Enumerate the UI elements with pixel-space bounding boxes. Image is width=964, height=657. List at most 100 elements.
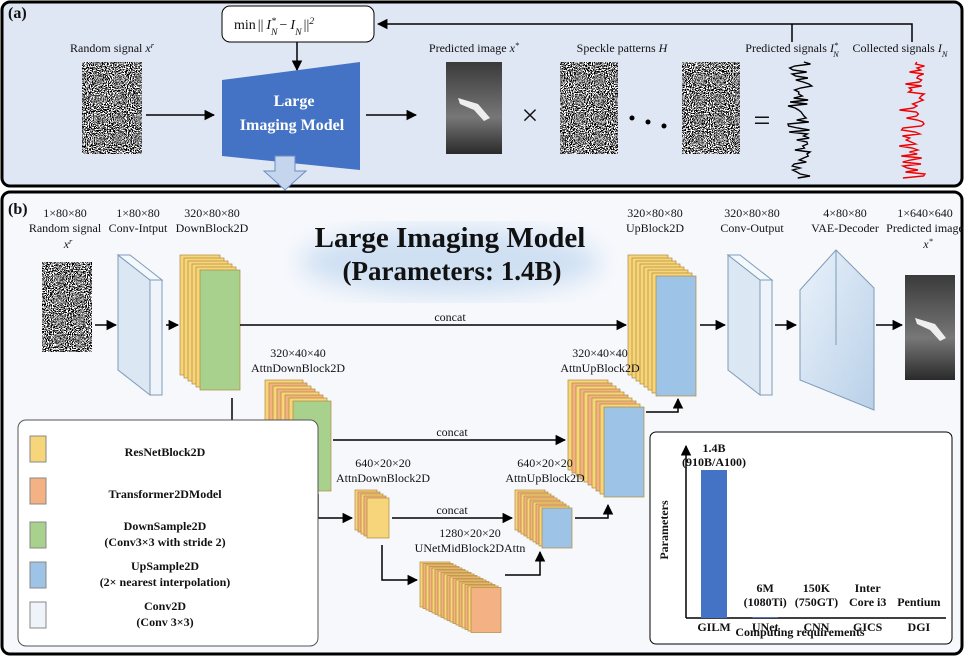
y-axis-label: Parameters [657,500,671,560]
math-var: I [937,41,943,55]
value-label: 150K [803,581,831,595]
hardware-label: Core i3 [849,595,886,609]
block-name: Predicted image [886,221,964,235]
model-label: Large [274,93,315,110]
bar [701,470,727,618]
text-part: * [834,41,839,50]
block-name: VAE-Decoder [811,221,879,235]
collected-signals-label: Collected signals IN [853,41,948,59]
vae-decoder [799,249,875,411]
predicted-signals-label: Predicted signals I* N [745,41,839,59]
legend-swatch [29,561,47,589]
legend-detail: (Conv 3×3) [136,615,193,629]
block-var: x* [922,237,933,252]
legend-name: DownSample2D [124,519,207,533]
model-label: Imaging Model [240,117,345,134]
block-name: AttnUpBlock2D [560,361,640,375]
category-label: CNN [803,620,829,634]
text-part: min [234,18,256,33]
block-size: 1×640×640 [897,206,953,220]
layer-plate [603,406,645,498]
text-part: Collected signals [853,41,936,55]
block-name: Random signal [29,221,102,235]
math-var: I [829,41,835,55]
math-var: x [63,237,70,251]
hardware-label: (750GT) [795,595,838,609]
predicted-signal [787,61,814,179]
speckle-label: Speckle patterns H [577,41,669,55]
legend: ResNetBlock2D Transformer2DModel DownSampl… [29,435,231,629]
legend-box [17,419,319,647]
text-part: * [271,16,276,27]
math-var: H [658,41,669,55]
title-glow [300,228,600,296]
text-part: Predicted image [429,41,507,55]
collected-signal [899,61,927,179]
block-name: UpBlock2D [626,221,684,235]
text-part: || [304,18,310,33]
arrow [646,397,684,413]
text-part: * [515,41,520,50]
inset-chart: Parameters Computing requirements GILM 1.4B… [657,441,946,639]
panel-label: (a) [8,5,27,22]
layer-plate [470,587,502,633]
text-part: Random signal [70,41,143,55]
block-name: Conv-Output [720,221,784,235]
math-var: x [144,41,151,55]
text-part: N [832,50,839,59]
block-size: 1×80×80 [116,206,160,220]
block-size: 320×40×40 [572,346,628,360]
block-size: 320×80×80 [184,206,240,220]
arrow [381,545,419,586]
panel-label: (b) [8,201,28,218]
loss-box [221,5,375,43]
noise-image [682,62,740,154]
value-label: 6M [757,581,774,595]
legend-detail: (Conv3×3 with stride 2) [104,535,225,549]
concat-label: concat [436,425,468,439]
block-name: AttnDownBlock2D [251,361,345,375]
block-size: 4×80×80 [823,206,867,220]
block-name: UNetMidBlock2DAttn [415,541,526,555]
feedback-arrow [376,18,913,42]
text-part: r [69,237,73,246]
block-size: 640×20×20 [517,456,573,470]
legend-name: UpSample2D [131,559,199,573]
legend-swatch [29,477,47,505]
hardware-label: Inter [855,581,882,595]
block-size: 640×20×20 [355,456,411,470]
math-var: I [265,18,272,33]
subtitle: (Parameters: 1.4B) [343,256,562,286]
layer-plate [541,507,573,549]
dot [645,119,651,125]
conv-front [149,279,163,396]
legend-name: Conv2D [144,599,186,613]
category-label: UNet [752,620,779,634]
arrow [575,503,614,519]
layer-plate [199,269,241,391]
block-size: 320×80×80 [627,206,683,220]
noise-image [560,62,618,154]
legend-swatch [29,521,47,549]
legend-swatch [29,601,47,629]
math-var: I [289,18,296,33]
block-name: Conv-Intput [109,221,168,235]
hardware-label: (1080Ti) [744,595,787,609]
concat-label: concat [436,503,468,517]
text-part: N [270,27,278,38]
block-name: AttnUpBlock2D [505,471,585,485]
loss-formula: min || I* N − IN ||2 [234,16,314,38]
layer-plate [366,497,390,539]
block-size: 320×40×40 [270,346,326,360]
block-size: 1×80×80 [43,206,87,220]
model-trapezoid [222,62,360,170]
down-arrow [262,155,308,191]
text-part: * [929,237,934,246]
conv-front [759,279,773,396]
block-size: 1280×20×20 [439,526,501,540]
category-label: DGI [908,620,931,634]
predicted-image-label: Predicted image x* [429,41,520,56]
legend-detail: (2× nearest interpolation) [100,575,231,589]
bar [752,617,779,618]
